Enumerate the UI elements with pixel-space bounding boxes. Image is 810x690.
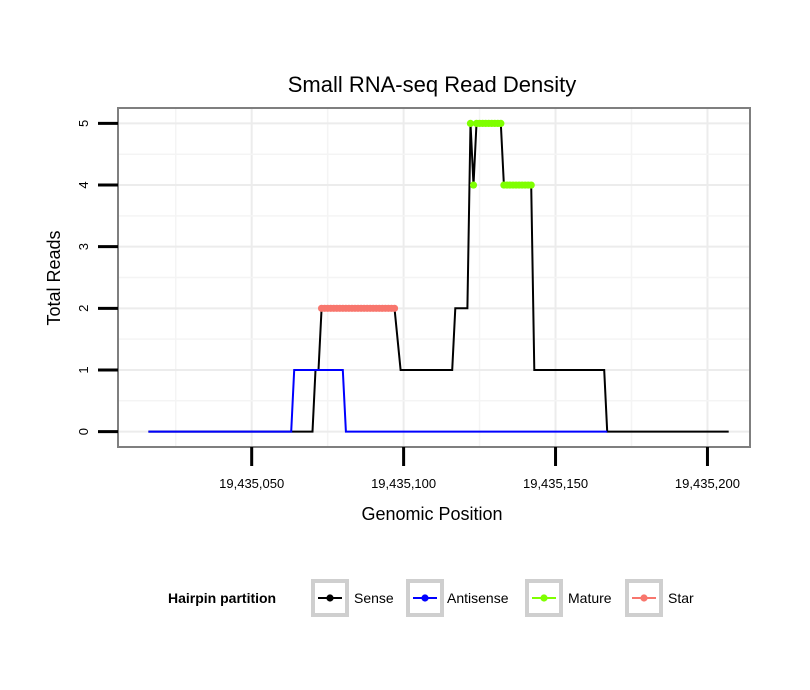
- plot-panel-border: [117, 107, 751, 448]
- y-tick-label: 5: [76, 120, 91, 127]
- x-tick-label: 19,435,100: [371, 476, 436, 491]
- data-point-star: [390, 304, 399, 312]
- x-tick-label: 19,435,200: [675, 476, 740, 491]
- chart-title: Small RNA-seq Read Density: [288, 72, 577, 97]
- series-layer: [148, 119, 729, 433]
- y-tick-label: 1: [76, 366, 91, 373]
- data-point-mature: [466, 119, 475, 128]
- data-point-mature: [527, 181, 535, 189]
- y-tick-label: 4: [76, 181, 91, 188]
- y-tick-label: 2: [76, 305, 91, 312]
- legend-label-mature: Mature: [568, 590, 612, 606]
- data-point-mature: [497, 119, 505, 128]
- series-line-sense: [148, 122, 729, 433]
- x-axis-title: Genomic Position: [361, 504, 502, 524]
- y-axis: 0 1 2 3 4 5: [76, 120, 118, 435]
- legend-key-point-antisense: [421, 594, 429, 602]
- legend-key-point-star: [640, 594, 648, 602]
- x-tick-label: 19,435,050: [219, 476, 284, 491]
- legend-title: Hairpin partition: [168, 590, 276, 606]
- y-axis-title: Total Reads: [44, 230, 64, 325]
- grid: [118, 108, 750, 447]
- x-axis: 19,435,050 19,435,100 19,435,150 19,435,200: [219, 447, 740, 491]
- y-tick-label: 0: [76, 428, 91, 435]
- legend-key-point-sense: [326, 594, 334, 602]
- data-point-mature: [469, 181, 478, 189]
- x-tick-label: 19,435,150: [523, 476, 588, 491]
- legend: Hairpin partition Sense Antisense Mature St…: [168, 579, 694, 617]
- y-tick-label: 3: [76, 243, 91, 250]
- series-line-antisense: [148, 369, 608, 433]
- legend-label-star: Star: [668, 590, 694, 606]
- legend-label-antisense: Antisense: [447, 590, 509, 606]
- legend-label-sense: Sense: [354, 590, 394, 606]
- legend-key-point-mature: [540, 594, 548, 602]
